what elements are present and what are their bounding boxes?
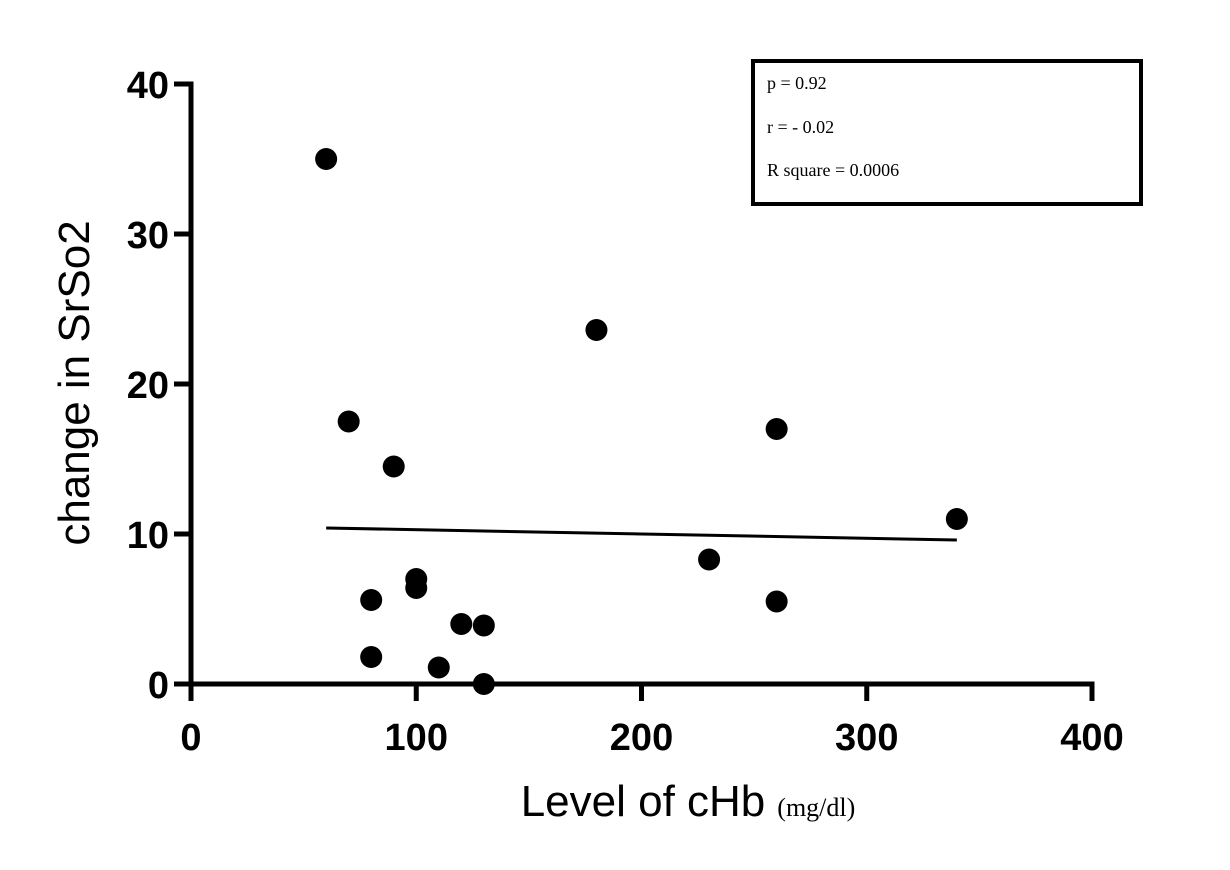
stats-box: p = 0.92 r = - 0.02 R square = 0.0006 [751, 59, 1143, 206]
y-tick-label: 40 [127, 65, 169, 107]
x-axis-unit: (mg/dl) [777, 793, 855, 822]
data-point [427, 656, 450, 679]
data-point [360, 646, 383, 668]
data-point [337, 410, 360, 433]
data-point [360, 589, 383, 611]
x-axis-ticks: 0 100 200 300 400 [180, 684, 1124, 759]
x-tick-label: 300 [835, 717, 898, 759]
data-points [315, 148, 968, 695]
y-axis-ticks: 0 10 20 30 40 [127, 65, 191, 707]
y-tick-label: 20 [127, 365, 169, 407]
data-point [450, 613, 473, 635]
y-axis-title: change in SrSo2 [50, 220, 99, 545]
data-point [472, 673, 495, 695]
data-point [472, 614, 495, 637]
data-point [382, 455, 405, 478]
stats-box-border [751, 59, 1143, 206]
data-point [585, 319, 608, 341]
regression-line [326, 526, 957, 542]
y-tick-label: 30 [127, 215, 169, 257]
data-point [945, 508, 968, 530]
stat-r-square: R square = 0.0006 [767, 160, 899, 180]
y-tick-label: 0 [148, 665, 169, 707]
stat-p-value: p = 0.92 [767, 73, 827, 93]
x-tick-label: 0 [180, 717, 201, 759]
x-tick-label: 400 [1060, 717, 1123, 759]
x-axis-label: Level of cHb [521, 777, 766, 826]
data-point [405, 577, 428, 599]
data-point [765, 590, 788, 613]
stat-r-value: r = - 0.02 [767, 117, 834, 137]
data-point [698, 548, 721, 571]
x-tick-label: 200 [610, 717, 673, 759]
x-axis-title: Level of cHb (mg/dl) [521, 777, 856, 826]
y-tick-label: 10 [127, 515, 169, 557]
data-point [315, 148, 338, 170]
x-tick-label: 100 [385, 717, 448, 759]
data-point [765, 418, 788, 440]
